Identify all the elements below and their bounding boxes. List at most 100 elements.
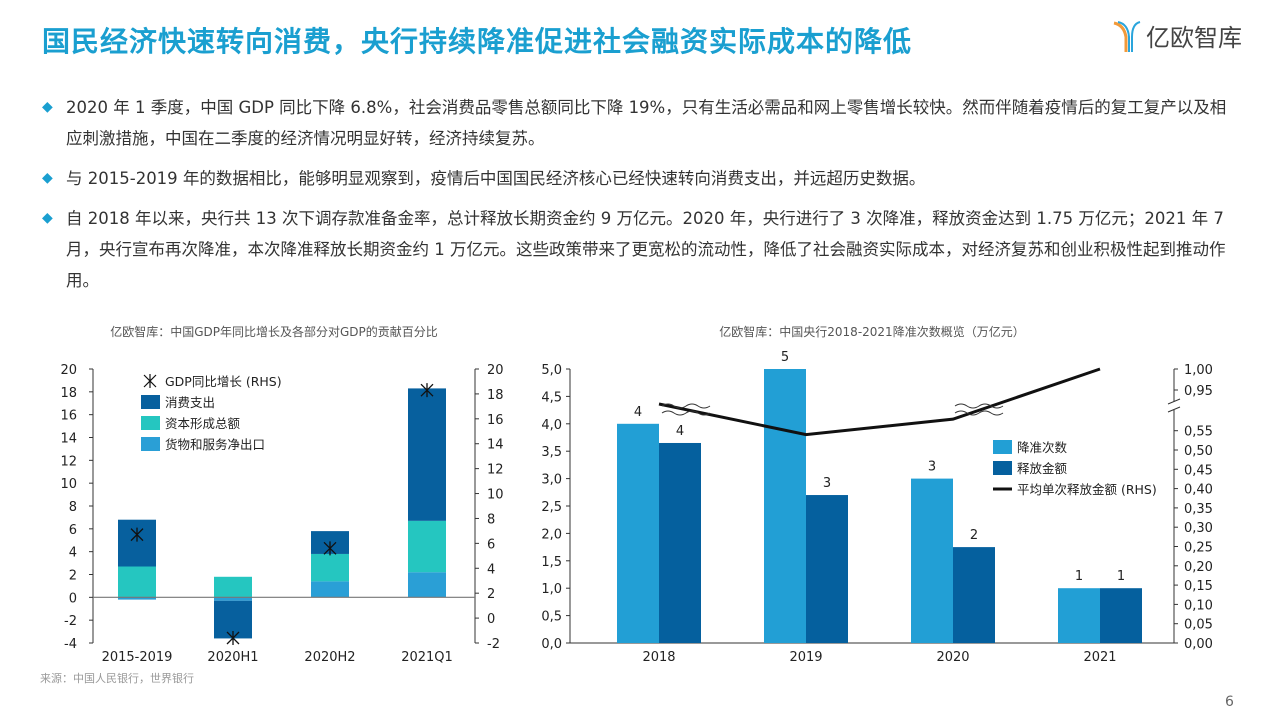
- data-label: 1: [1075, 569, 1083, 584]
- y2-tick-label: 0,55: [1184, 425, 1213, 440]
- y2-tick-label: 16: [487, 413, 504, 428]
- y-tick-label: -2: [64, 614, 77, 629]
- y-tick-label: 0,0: [541, 637, 562, 652]
- y2-tick-label: 0,00: [1184, 637, 1213, 652]
- bullet-text: 与 2015-2019 年的数据相比，能够明显观察到，疫情后中国国民经济核心已经…: [66, 169, 926, 188]
- data-label: 1: [1117, 569, 1125, 584]
- bullet-item: ◆ 自 2018 年以来，央行共 13 次下调存款准备金率，总计释放长期资金约 9…: [42, 203, 1242, 296]
- bar-货物和服务净出口: [311, 581, 349, 598]
- gdp-marker: [323, 541, 337, 556]
- y-tick-label: 10: [60, 477, 77, 492]
- logo: 亿欧智库: [1112, 18, 1242, 53]
- y2-tick-label: 8: [487, 512, 495, 527]
- y2-tick-label: 12: [487, 463, 504, 478]
- y2-tick-label: 1,00: [1184, 363, 1213, 378]
- bar-降准次数: [911, 478, 953, 643]
- bar-降准次数: [764, 369, 806, 643]
- y-tick-label: 2,5: [541, 500, 562, 515]
- y2-tick-label: 6: [487, 537, 495, 552]
- legend-swatch: [993, 440, 1012, 454]
- bar-释放金额: [1100, 588, 1142, 643]
- y-tick-label: 3,5: [541, 445, 562, 460]
- logo-icon: [1113, 20, 1141, 52]
- y-tick-label: 4,0: [541, 418, 562, 433]
- legend-swatch: [993, 461, 1012, 475]
- y2-tick-label: 20: [487, 363, 504, 378]
- legend-label: 资本形成总额: [165, 416, 241, 431]
- y-tick-label: 8: [69, 500, 77, 515]
- y2-tick-label: 0,30: [1184, 521, 1213, 536]
- y-tick-label: 20: [60, 363, 77, 378]
- bar-资本形成总额: [311, 553, 349, 582]
- data-label: 3: [823, 476, 831, 491]
- bar-资本形成总额: [118, 566, 156, 598]
- data-label: 5: [781, 350, 789, 365]
- chart2-title: 亿欧智库：中国央行2018-2021降准次数概览（万亿元）: [719, 324, 1024, 339]
- bar-释放金额: [806, 495, 848, 643]
- bar-释放金额: [659, 442, 701, 643]
- legend-label: 货物和服务净出口: [165, 437, 265, 452]
- axis-break-icon: [1167, 398, 1181, 413]
- y2-tick-label: 0,45: [1184, 463, 1213, 478]
- bullet-text: 2020 年 1 季度，中国 GDP 同比下降 6.8%，社会消费品零售总额同比…: [66, 98, 1227, 148]
- diamond-icon: ◆: [42, 99, 53, 115]
- y2-tick-label: 0,40: [1184, 483, 1213, 498]
- y-tick-label: 2: [69, 569, 77, 584]
- gdp-marker: [130, 527, 144, 542]
- bar-释放金额: [953, 547, 995, 643]
- y-tick-label: 1,5: [541, 555, 562, 570]
- logo-text: 亿欧智库: [1146, 24, 1242, 52]
- gdp-marker: [226, 631, 240, 646]
- bullet-text: 自 2018 年以来，央行共 13 次下调存款准备金率，总计释放长期资金约 9 …: [66, 209, 1226, 290]
- bullet-list: ◆ 2020 年 1 季度，中国 GDP 同比下降 6.8%，社会消费品零售总额同…: [42, 92, 1242, 305]
- legend-swatch: [141, 416, 160, 430]
- x-tick-label: 2021Q1: [401, 650, 453, 665]
- y-tick-label: 6: [69, 523, 77, 538]
- legend-swatch: [141, 437, 160, 451]
- y-tick-label: 5,0: [541, 363, 562, 378]
- bar-降准次数: [1058, 588, 1100, 643]
- data-label: 4: [634, 405, 642, 420]
- chart1-title: 亿欧智库：中国GDP年同比增长及各部分对GDP的贡献百分比: [110, 324, 438, 339]
- legend-label: 消费支出: [165, 395, 215, 410]
- y-tick-label: 14: [60, 432, 77, 447]
- y2-tick-label: 0,10: [1184, 598, 1213, 613]
- legend-label: GDP同比增长 (RHS): [165, 374, 282, 389]
- diamond-icon: ◆: [42, 170, 53, 186]
- y-tick-label: 1,0: [541, 582, 562, 597]
- y2-tick-label: 2: [487, 587, 495, 602]
- y2-tick-label: 0,20: [1184, 560, 1213, 575]
- data-label: 4: [676, 424, 684, 439]
- x-tick-label: 2019: [789, 650, 822, 665]
- y2-tick-label: 0,95: [1184, 384, 1213, 399]
- diamond-icon: ◆: [42, 210, 53, 226]
- y-tick-label: 0,5: [541, 610, 562, 625]
- slide-title: 国民经济快速转向消费，央行持续降准促进社会融资实际成本的降低: [42, 25, 913, 58]
- data-label: 2: [970, 528, 978, 543]
- bar-货物和服务净出口: [118, 597, 156, 600]
- x-tick-label: 2020H1: [207, 650, 258, 665]
- y2-tick-label: 10: [487, 488, 504, 503]
- y2-tick-label: 14: [487, 438, 504, 453]
- y-tick-label: 0: [69, 591, 77, 606]
- bar-消费支出: [118, 519, 156, 567]
- legend-label: 平均单次释放金额 (RHS): [1017, 482, 1157, 497]
- y-tick-label: 16: [60, 409, 77, 424]
- line-break-icon: [661, 403, 711, 416]
- bar-资本形成总额: [214, 576, 252, 598]
- y2-tick-label: 0,15: [1184, 579, 1213, 594]
- y-tick-label: 18: [60, 386, 77, 401]
- legend-label: 降准次数: [1017, 440, 1068, 455]
- x-tick-label: 2020H2: [304, 650, 355, 665]
- page-number: 6: [1225, 694, 1234, 710]
- y2-tick-label: 0,05: [1184, 618, 1213, 633]
- bar-货物和服务净出口: [214, 597, 252, 601]
- bullet-item: ◆ 与 2015-2019 年的数据相比，能够明显观察到，疫情后中国国民经济核心已…: [42, 163, 1242, 194]
- x-tick-label: 2015-2019: [102, 650, 173, 665]
- bar-货物和服务净出口: [408, 572, 446, 598]
- y2-tick-label: 18: [487, 388, 504, 403]
- y2-tick-label: 0,25: [1184, 541, 1213, 556]
- bar-资本形成总额: [408, 520, 446, 573]
- bullet-item: ◆ 2020 年 1 季度，中国 GDP 同比下降 6.8%，社会消费品零售总额同…: [42, 92, 1242, 154]
